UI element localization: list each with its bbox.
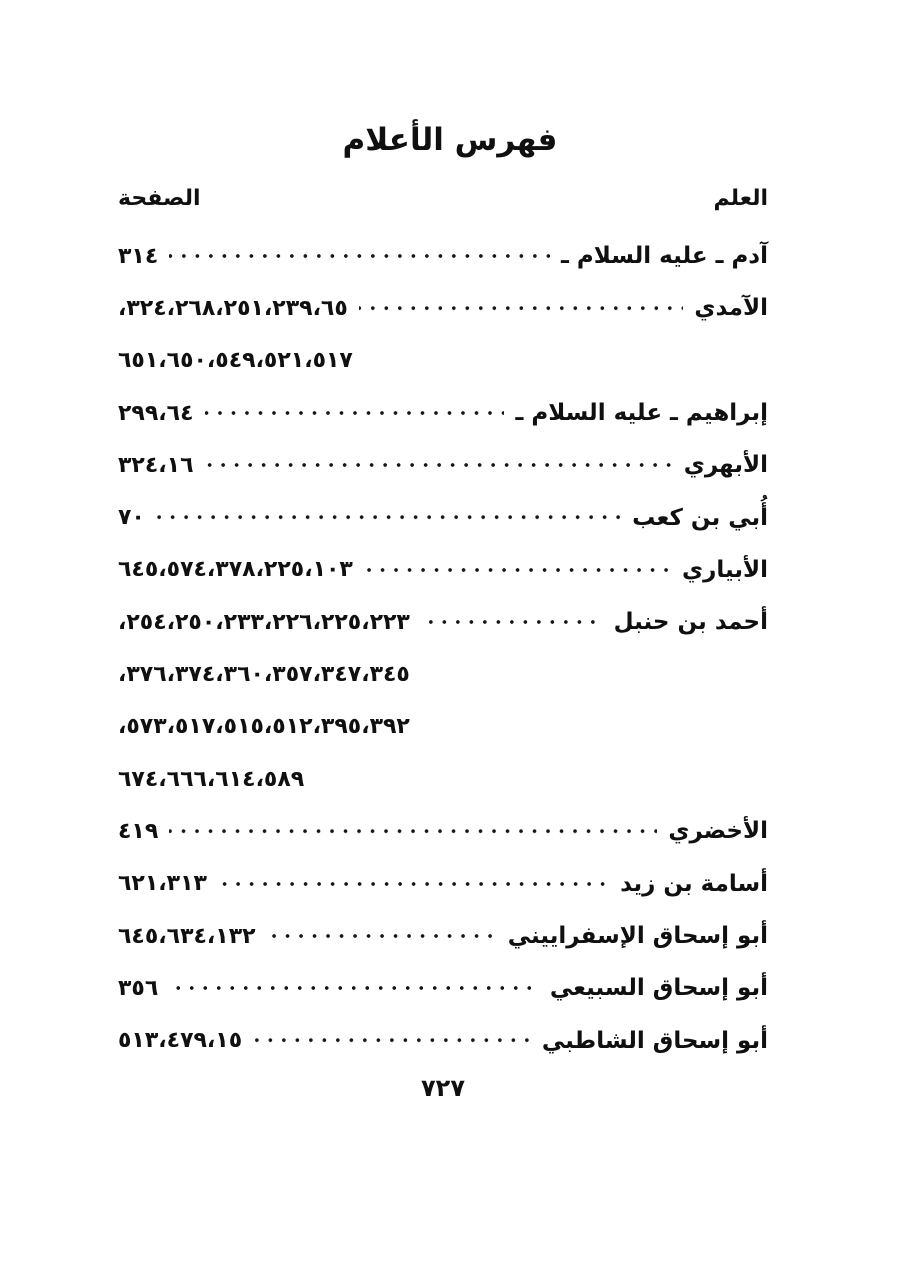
name-column-header: العلم <box>713 186 768 211</box>
entry-name: أبو إسحاق الإسفراييني <box>507 923 768 949</box>
index-entry-continuation: ،٣٧٦،٣٧٤،٣٦٠،٣٥٧،٣٤٧،٣٤٥ <box>118 648 768 700</box>
dot-leader <box>169 230 551 283</box>
dot-leader <box>217 857 610 910</box>
index-entry: الأخضري ٤١٩ <box>118 805 768 858</box>
entry-pages: ٦٤٥،٦٣٤،١٣٢ <box>118 923 256 949</box>
entry-pages: ٧٠ <box>118 505 145 531</box>
index-entry: أبو إسحاق السبيعي ٣٥٦ <box>118 962 768 1015</box>
entry-pages: ٦٢١،٣١٣ <box>118 871 207 897</box>
entry-name: إبراهيم ـ عليه السلام ـ <box>515 400 768 427</box>
index-entry: الأبياري ٦٤٥،٥٧٤،٣٧٨،٢٢٥،١٠٣ <box>118 543 768 597</box>
entry-pages: ،٢٥٤،٢٥٠،٢٣٣،٢٢٦،٢٢٥،٢٢٣ <box>118 609 410 635</box>
index-entry-continuation: ٦٧٤،٦٦٦،٦١٤،٥٨٩ <box>118 753 768 805</box>
index-entry: أبو إسحاق الإسفراييني ٦٤٥،٦٣٤،١٣٢ <box>118 909 768 963</box>
page-title: فهرس الأعلام <box>342 122 558 158</box>
entry-name: أبو إسحاق الشاطبي <box>541 1027 768 1054</box>
entry-pages: ،٣٢٤،٢٦٨،٢٥١،٢٣٩،٦٥ <box>118 295 348 321</box>
index-entry: أبو إسحاق الشاطبي ٥١٣،٤٧٩،١٥ <box>118 1014 768 1067</box>
entry-pages: ٦٧٤،٦٦٦،٦١٤،٥٨٩ <box>118 766 305 792</box>
entry-name: أبو إسحاق السبيعي <box>549 975 768 1002</box>
entry-pages: ٤١٩ <box>118 818 159 844</box>
dot-leader <box>204 439 673 492</box>
index-entry-continuation: ٦٥١،٦٥٠،٥٤٩،٥٢١،٥١٧ <box>118 335 768 387</box>
dot-leader <box>420 596 603 649</box>
index-entry: آدم ـ عليه السلام ـ ٣١٤ <box>118 230 768 283</box>
entry-name: الأبياري <box>682 556 768 583</box>
index-entry: أُبي بن كعب ٧٠ <box>118 491 768 544</box>
index-entry: الآمدي ،٣٢٤،٢٦٨،٢٥١،٢٣٩،٦٥ <box>118 282 768 335</box>
index-entry: إبراهيم ـ عليه السلام ـ ٢٩٩،٦٤ <box>118 386 768 440</box>
footer-page-number: ٧٢٧ <box>421 1074 465 1102</box>
entry-pages: ٦٤٥،٥٧٤،٣٧٨،٢٢٥،١٠٣ <box>118 557 353 583</box>
entry-name: أحمد بن حنبل <box>613 609 768 636</box>
entry-name: الأبهري <box>683 452 768 479</box>
dot-leader <box>266 909 497 963</box>
dot-leader <box>358 282 684 335</box>
entry-name: الآمدي <box>694 295 768 322</box>
entry-pages: ٥١٣،٤٧٩،١٥ <box>118 1028 243 1054</box>
entry-name: الأخضري <box>668 818 768 845</box>
entry-name: آدم ـ عليه السلام ـ <box>561 243 768 270</box>
entry-name: أُبي بن كعب <box>632 504 768 531</box>
index-entry-continuation: ،٥٧٣،٥١٧،٥١٥،٥١٢،٣٩٥،٣٩٢ <box>118 701 768 753</box>
index-entry: أحمد بن حنبل ،٢٥٤،٢٥٠،٢٣٣،٢٢٦،٢٢٥،٢٢٣ <box>118 596 768 649</box>
page-column-header: الصفحة <box>118 186 201 211</box>
entry-name: أسامة بن زيد <box>620 870 768 897</box>
dot-leader <box>169 805 658 858</box>
dot-leader <box>169 962 539 1015</box>
entry-pages: ٢٩٩،٦٤ <box>118 400 194 426</box>
index-entry: الأبهري ٣٢٤،١٦ <box>118 439 768 492</box>
dot-leader <box>204 386 505 440</box>
index-column-headers: العلم الصفحة <box>118 186 768 212</box>
entry-pages: ٣٥٦ <box>118 975 159 1001</box>
index-list: آدم ـ عليه السلام ـ ٣١٤ الآمدي ،٣٢٤،٢٦٨،… <box>118 230 768 1067</box>
entry-pages: ٣٢٤،١٦ <box>118 452 194 478</box>
dot-leader <box>253 1014 531 1067</box>
entry-pages: ،٥٧٣،٥١٧،٥١٥،٥١٢،٣٩٥،٣٩٢ <box>118 714 410 740</box>
entry-pages: ٦٥١،٦٥٠،٥٤٩،٥٢١،٥١٧ <box>118 348 353 374</box>
index-entry: أسامة بن زيد ٦٢١،٣١٣ <box>118 857 768 910</box>
entry-pages: ،٣٧٦،٣٧٤،٣٦٠،٣٥٧،٣٤٧،٣٤٥ <box>118 662 410 688</box>
entry-pages: ٣١٤ <box>118 243 159 269</box>
dot-leader <box>363 543 671 597</box>
dot-leader <box>155 491 622 544</box>
